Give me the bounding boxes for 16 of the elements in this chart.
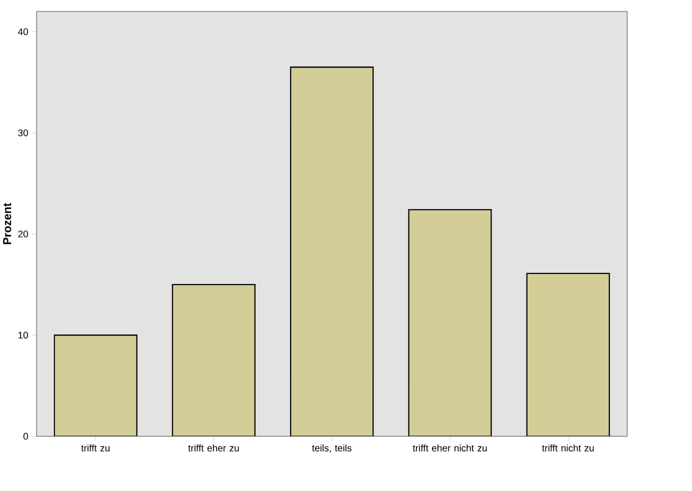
y-axis-title: Prozent (3, 203, 12, 244)
bar (54, 335, 137, 436)
bar (172, 284, 256, 436)
x-tick-label: trifft eher nicht zu (412, 444, 487, 452)
y-tick-label: 30 (18, 130, 28, 136)
x-tick-label: trifft eher zu (188, 444, 239, 452)
y-tick-label: 10 (18, 332, 28, 339)
bar (290, 66, 374, 436)
bar (408, 209, 492, 436)
x-tick-label: teils, teils (312, 444, 352, 453)
y-tick-label: 20 (18, 230, 28, 238)
y-tick-label: 40 (18, 28, 28, 36)
y-tick-label: 0 (23, 432, 28, 440)
bar (526, 272, 610, 436)
x-tick-label: trifft zu (81, 444, 110, 452)
x-tick-label: trifft nicht zu (542, 444, 594, 452)
